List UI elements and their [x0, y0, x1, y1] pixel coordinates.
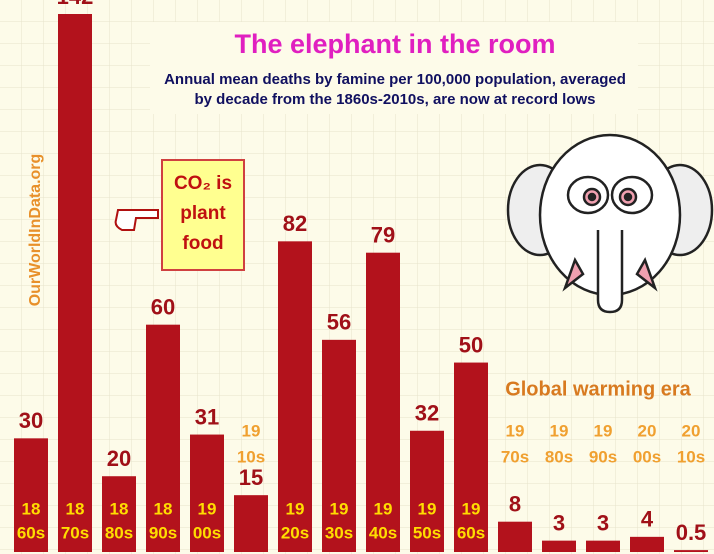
x-tick-label: 18: [66, 499, 85, 518]
value-label: 31: [195, 404, 219, 429]
x-tick-label: 40s: [369, 523, 397, 542]
value-label: 60: [151, 294, 175, 319]
bar: [102, 476, 136, 552]
elephant: [506, 133, 714, 314]
x-tick-label: 19: [242, 421, 261, 440]
bar: [190, 434, 224, 552]
x-tick-label: 19: [198, 499, 217, 518]
bar: [234, 495, 268, 552]
x-tick-label: 80s: [105, 523, 133, 542]
x-tick-label: 10s: [237, 447, 265, 466]
bar: [366, 252, 400, 553]
x-tick-label: 19: [418, 499, 437, 518]
x-tick-label: 19: [374, 499, 393, 518]
x-tick-label: 19: [286, 499, 305, 518]
x-tick-label: 00s: [193, 523, 221, 542]
bar: [586, 540, 620, 552]
x-tick-label: 70s: [61, 523, 89, 542]
bar: [410, 430, 444, 552]
value-label: 30: [19, 408, 43, 433]
x-tick-label: 19: [330, 499, 349, 518]
value-label: 20: [107, 446, 131, 471]
value-label: 56: [327, 310, 351, 335]
annotation: food: [182, 233, 223, 254]
subtitle: Annual mean deaths by famine per 100,000…: [164, 71, 626, 88]
era-label: Global warming era: [505, 378, 691, 400]
value-label: 3: [597, 510, 609, 535]
bar: [58, 14, 92, 552]
annotation: plant: [180, 203, 226, 224]
bar: [542, 540, 576, 552]
bar: [454, 362, 488, 552]
x-tick-label: 19: [462, 499, 481, 518]
chart-title: The elephant in the room: [234, 29, 555, 59]
value-label: 82: [283, 211, 307, 236]
x-tick-label: 19: [550, 421, 569, 440]
bar: [146, 324, 180, 552]
x-tick-label: 90s: [149, 523, 177, 542]
value-label: 142: [57, 0, 94, 9]
value-label: 15: [239, 465, 263, 490]
bar: [498, 521, 532, 552]
bar: [674, 550, 708, 552]
bar: [630, 536, 664, 552]
x-tick-label: 70s: [501, 447, 529, 466]
x-tick-label: 20: [682, 421, 701, 440]
x-tick-label: 18: [154, 499, 173, 518]
source: OurWorldInData.org: [27, 154, 44, 307]
x-tick-label: 20s: [281, 523, 309, 542]
x-tick-label: 30s: [325, 523, 353, 542]
x-tick-label: 50s: [413, 523, 441, 542]
annotation-box: [161, 159, 245, 271]
x-tick-label: 19: [506, 421, 525, 440]
bar: [278, 241, 312, 552]
value-label: 50: [459, 332, 483, 357]
x-tick-label: 19: [594, 421, 613, 440]
x-tick-label: 60s: [457, 523, 485, 542]
bar: [14, 438, 48, 552]
value-label: 3: [553, 510, 565, 535]
bar: [322, 339, 356, 552]
value-label: 4: [641, 507, 654, 532]
x-tick-label: 00s: [633, 447, 661, 466]
x-tick-label: 80s: [545, 447, 573, 466]
pointing-hand: [114, 209, 159, 231]
value-label: 32: [415, 401, 439, 426]
x-tick-label: 90s: [589, 447, 617, 466]
value-label: 0.5: [676, 520, 707, 545]
subtitle: by decade from the 1860s-2010s, are now …: [194, 91, 595, 108]
value-label: 79: [371, 223, 395, 248]
title-box: [150, 22, 638, 114]
x-tick-label: 18: [22, 499, 41, 518]
annotation: CO₂ is: [174, 173, 232, 194]
x-tick-label: 10s: [677, 447, 705, 466]
x-tick-label: 18: [110, 499, 129, 518]
value-label: 8: [509, 492, 521, 517]
x-tick-label: 20: [638, 421, 657, 440]
x-tick-label: 60s: [17, 523, 45, 542]
